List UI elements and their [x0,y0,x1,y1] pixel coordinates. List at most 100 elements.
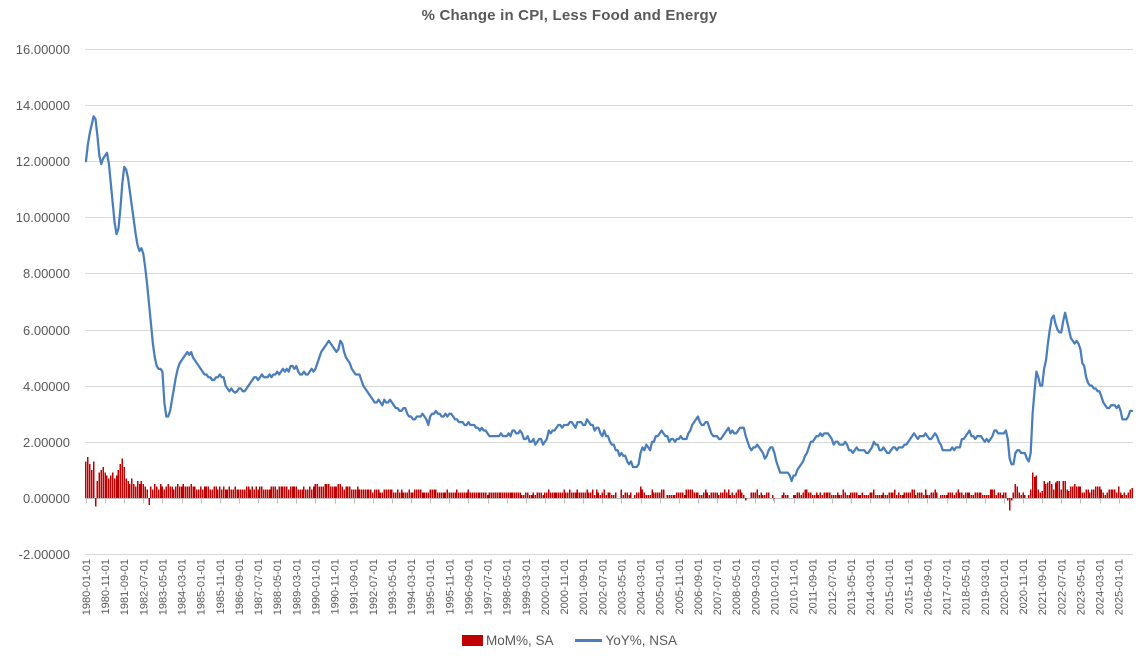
mom-bar [1049,481,1051,498]
mom-bar [991,489,994,498]
mom-bar [146,489,148,498]
mom-bar [647,495,649,498]
mom-bar [710,492,713,498]
mom-bar [800,495,802,498]
mom-bar [278,486,280,498]
mom-bar [609,492,611,498]
mom-bar [678,492,680,498]
mom-bar [1114,489,1116,498]
mom-bar [957,489,959,498]
mom-bar [268,489,271,498]
x-axis-label: 1981-09-01 [119,559,131,615]
mom-bar [203,486,206,498]
mom-bar [205,486,208,498]
x-axis-label: 2004-03-01 [636,559,648,615]
mom-bar [1066,489,1068,498]
x-axis-label: 2003-05-01 [616,559,628,615]
mom-bar [620,489,623,498]
mom-bar [857,495,860,498]
mom-bar [460,492,462,498]
mom-bar [119,464,122,498]
mom-bar [364,489,366,498]
mom-bar [1093,489,1095,498]
mom-bar [500,492,502,498]
mom-bar [345,486,347,498]
mom-bar [569,489,571,498]
mom-bar [999,492,1001,498]
mom-bar [372,492,374,498]
mom-bar [209,489,212,498]
x-axis-label: 1996-09-01 [463,559,475,615]
mom-bar [601,492,604,498]
mom-bar [679,492,682,498]
mom-bar [198,489,200,498]
mom-bar [358,489,361,498]
y-axis-label: 2.00000 [23,435,70,450]
mom-bar [182,483,185,498]
mom-bar [463,492,466,498]
mom-bar [888,492,890,498]
mom-bar [701,495,703,498]
mom-bar [389,489,391,498]
mom-bar [226,489,229,498]
mom-bar [286,486,288,498]
x-axis-label: 1998-05-01 [502,559,514,615]
x-axis-label: 2001-09-01 [578,559,590,615]
mom-bar [87,457,89,498]
mom-bar [605,495,607,498]
mom-bar [284,486,286,498]
mom-bar [752,492,755,498]
mom-bar [641,489,644,498]
mom-bar [484,492,487,498]
mom-bar [523,495,525,498]
mom-bar [630,492,632,498]
mom-bar [326,483,328,498]
mom-bar [201,489,204,498]
x-axis-label: 1995-01-01 [425,559,437,615]
mom-bar [100,469,103,498]
mom-bar [637,492,640,498]
mom-bar [639,486,642,498]
mom-bar [1029,489,1032,498]
mom-bar [230,489,233,498]
mom-bar [402,492,405,498]
mom-bar [98,472,101,498]
x-axis-label: 1987-07-01 [253,559,265,615]
mom-bar [387,489,389,498]
mom-bar [808,492,810,498]
mom-bar [741,492,743,498]
mom-bar [133,483,135,498]
x-axis-label: 2010-11-01 [789,559,801,614]
mom-bar [385,489,387,498]
mom-bar [1129,489,1131,498]
mom-bar [890,492,892,498]
mom-bar [504,492,506,498]
mom-bar [213,486,215,498]
mom-bar [611,495,613,498]
mom-bar [458,492,460,498]
mom-bar [712,492,714,498]
mom-bar [681,492,684,498]
mom-bar [303,486,305,498]
mom-bar [299,489,301,498]
mom-bar [188,486,190,498]
mom-bar [727,489,730,498]
mom-bar [949,492,952,498]
mom-bar [150,486,152,498]
mom-bar [578,492,581,498]
x-axis-label: 1990-01-01 [310,559,322,615]
mom-bar [255,486,257,498]
mom-bar [869,492,871,498]
mom-bar [94,497,97,507]
x-axis-label: 2010-01-01 [769,559,781,615]
mom-bar [1064,481,1066,498]
mom-bar [90,469,93,498]
x-axis-label: 1992-07-01 [368,559,380,615]
mom-bar [1041,490,1043,498]
mom-bar [243,489,246,498]
mom-bar [310,489,313,498]
mom-bar [347,486,349,498]
mom-bar [561,492,563,498]
x-axis-label: 1984-03-01 [177,559,189,615]
